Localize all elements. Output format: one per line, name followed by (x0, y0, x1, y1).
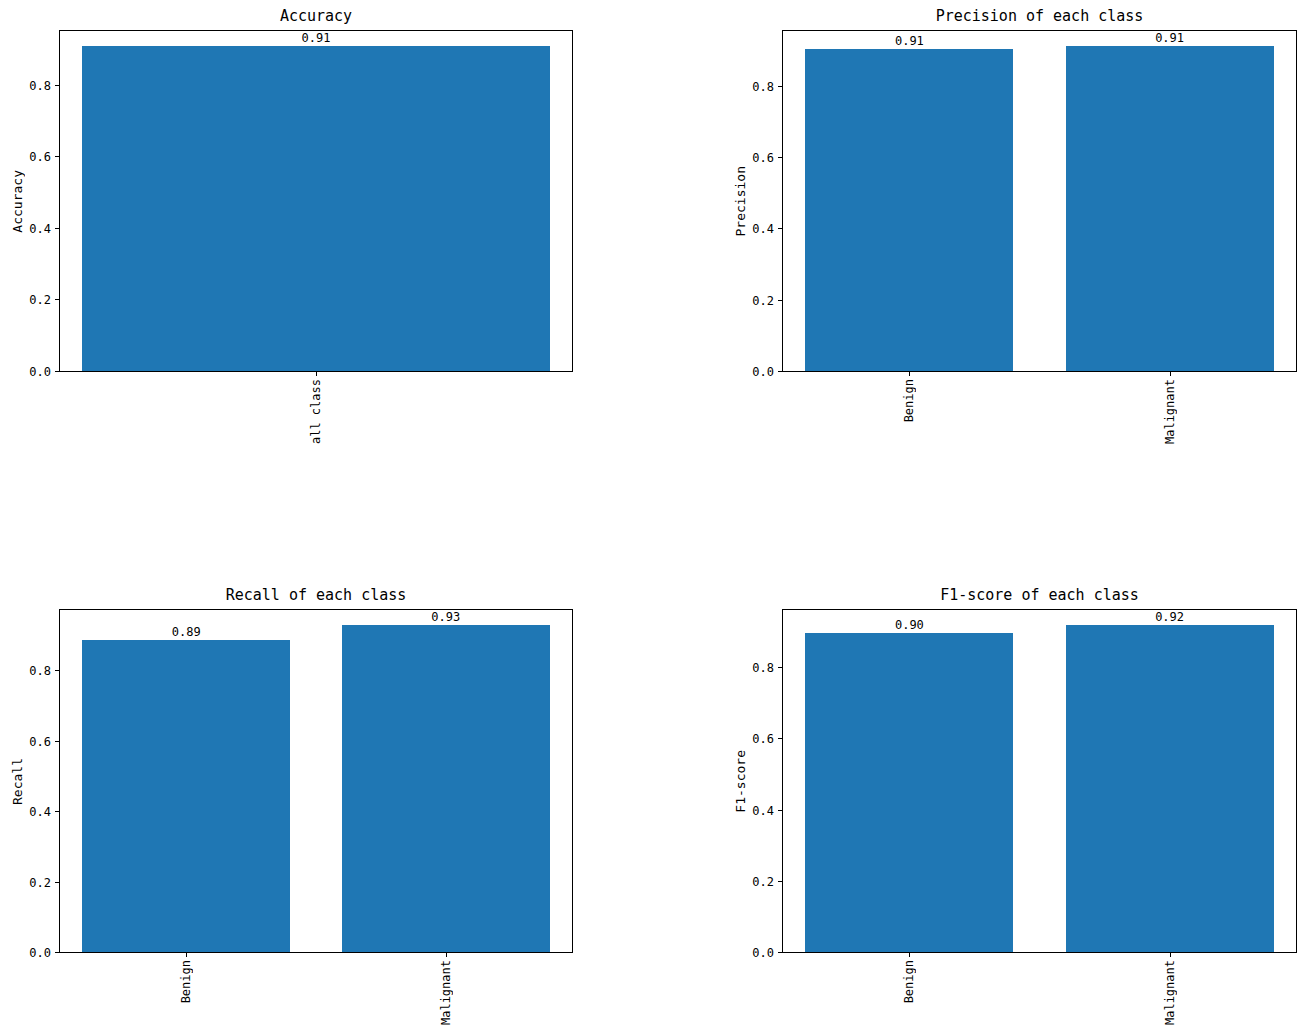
figure: Accuracy Accuracy 0.00.20.40.60.80.91all… (0, 0, 1308, 1036)
bar-value-label: 0.89 (156, 625, 216, 639)
bar-value-label: 0.92 (1140, 610, 1200, 624)
y-tick-mark (778, 810, 782, 811)
bar (82, 640, 290, 954)
x-tick-mark (909, 953, 910, 957)
bar-value-label: 0.91 (1140, 31, 1200, 45)
y-tick-label: 0.8 (736, 660, 774, 676)
y-tick-mark (778, 952, 782, 953)
bar-value-label: 0.91 (286, 31, 346, 45)
bar-value-label: 0.91 (879, 34, 939, 48)
bar (342, 625, 550, 953)
x-tick-label: Benign (902, 960, 916, 1003)
bar (805, 49, 1013, 372)
bar (805, 633, 1013, 954)
y-tick-mark (778, 667, 782, 668)
bar-value-label: 0.93 (416, 610, 476, 624)
y-tick-label: 0.0 (736, 945, 774, 961)
bar (82, 46, 549, 372)
y-tick-mark (778, 738, 782, 739)
bar-value-label: 0.90 (879, 618, 939, 632)
x-tick-label-wrap: Malignant (1160, 960, 1180, 1025)
y-tick-label: 0.2 (736, 874, 774, 890)
bar (1066, 625, 1274, 953)
chart-title: F1-score of each class (782, 586, 1297, 604)
x-tick-label: Malignant (1163, 960, 1177, 1025)
bar (1066, 46, 1274, 372)
x-tick-mark (1170, 953, 1171, 957)
x-tick-label-wrap: Benign (899, 960, 919, 1003)
y-tick-label: 0.4 (736, 803, 774, 819)
y-tick-mark (778, 881, 782, 882)
y-tick-label: 0.6 (736, 731, 774, 747)
